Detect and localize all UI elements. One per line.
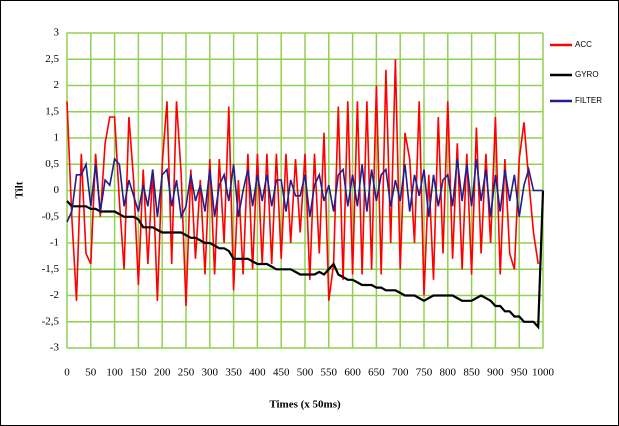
y-tick-label: -2: [50, 289, 59, 301]
x-tick-label: 50: [85, 367, 97, 379]
x-tick-label: 550: [321, 367, 338, 379]
y-tick-label: -3: [50, 342, 60, 354]
y-tick-label: 0: [54, 184, 60, 196]
series-line: [66, 190, 545, 330]
x-tick-label: 600: [344, 367, 361, 379]
x-tick-label: 250: [178, 367, 195, 379]
y-axis-label: Tilt: [14, 181, 26, 198]
x-tick-label: 1000: [532, 367, 555, 379]
x-tick-label: 350: [225, 367, 242, 379]
y-tick-label: -1,5: [42, 263, 60, 275]
x-tick-label: 450: [273, 367, 290, 379]
legend-label: ACC: [575, 40, 592, 49]
x-tick-label: 750: [416, 367, 433, 379]
x-tick-label: 850: [463, 367, 480, 379]
series-line: [66, 59, 539, 307]
y-tick-label: -1: [50, 237, 59, 249]
y-tick-label: 2,5: [45, 53, 59, 65]
x-tick-label: 300: [202, 367, 219, 379]
legend-label: GYRO: [575, 70, 599, 79]
y-tick-label: -2,5: [42, 315, 60, 327]
y-tick-label: 2: [54, 79, 60, 91]
y-tick-label: 1: [54, 132, 60, 144]
x-tick-label: 700: [392, 367, 409, 379]
x-tick-label: 0: [64, 367, 70, 379]
x-tick-label: 900: [487, 367, 504, 379]
x-tick-label: 200: [154, 367, 171, 379]
x-tick-label: 100: [106, 367, 123, 379]
x-tick-label: 800: [440, 367, 457, 379]
x-tick-label: 150: [130, 367, 147, 379]
x-axis-label: Times (x 50ms): [269, 399, 341, 411]
legend-label: FILTER: [575, 96, 602, 105]
y-tick-label: 3: [54, 27, 60, 39]
y-tick-label: -0,5: [42, 210, 60, 222]
y-tick-label: 1,5: [45, 105, 59, 117]
x-tick-label: 500: [297, 367, 314, 379]
y-tick-label: 0,5: [45, 158, 59, 170]
x-tick-label: 950: [511, 367, 528, 379]
x-tick-label: 400: [249, 367, 266, 379]
series-line: [66, 157, 543, 223]
x-tick-label: 650: [368, 367, 385, 379]
